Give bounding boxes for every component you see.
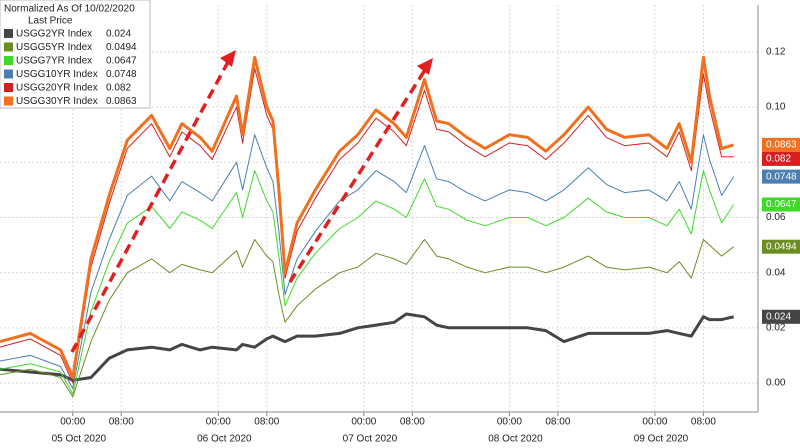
last-price-label: 0.0863 bbox=[766, 140, 797, 151]
legend-value: 0.0494 bbox=[106, 42, 137, 53]
trend-arrow bbox=[70, 61, 230, 353]
legend-label: USGG20YR Index bbox=[16, 83, 98, 94]
last-price-label: 0.0748 bbox=[766, 171, 797, 182]
x-tick-label: 08:00 bbox=[400, 417, 425, 428]
legend-swatch bbox=[4, 83, 13, 92]
trend-arrow bbox=[288, 69, 427, 283]
series-line bbox=[0, 55, 735, 379]
y-tick-label: 0.10 bbox=[766, 102, 786, 113]
legend-swatch bbox=[4, 96, 13, 106]
x-tick-label: 00:00 bbox=[642, 417, 667, 428]
legend-label: USGG7YR Index bbox=[16, 56, 92, 67]
legend-label: USGG10YR Index bbox=[16, 69, 98, 80]
x-tick-label: 00:00 bbox=[60, 417, 85, 428]
legend-value: 0.0863 bbox=[106, 96, 137, 107]
last-price-label: 0.082 bbox=[766, 154, 791, 165]
legend-box bbox=[0, 0, 151, 109]
x-tick-label: 00:00 bbox=[497, 417, 522, 428]
series-line bbox=[0, 312, 735, 382]
x-tick-label: 08:00 bbox=[254, 417, 279, 428]
legend-label: USGG2YR Index bbox=[16, 29, 92, 40]
y-tick-label: 0.06 bbox=[766, 212, 786, 223]
y-tick-label: 0.12 bbox=[766, 47, 786, 58]
y-tick-label: 0.00 bbox=[766, 378, 786, 389]
x-date-label: 05 Oct 2020 bbox=[52, 434, 107, 445]
last-price-tag bbox=[762, 137, 800, 152]
legend: Normalized As Of 10/02/2020 Last Price U… bbox=[0, 0, 151, 109]
legend-swatch bbox=[4, 42, 13, 52]
x-tick-label: 08:00 bbox=[109, 417, 134, 428]
annotations bbox=[70, 50, 433, 353]
x-tick-label: 00:00 bbox=[206, 417, 231, 428]
x-date-label: 08 Oct 2020 bbox=[488, 434, 543, 445]
last-price-tag bbox=[762, 239, 800, 254]
legend-value: 0.0748 bbox=[106, 69, 137, 80]
last-price-tag bbox=[762, 151, 800, 166]
lines bbox=[0, 55, 735, 398]
last-price-label: 0.0647 bbox=[766, 199, 797, 210]
last-price-tags: 0.0863 0.082 0.0748 0.0647 0.0494 0.024 bbox=[762, 137, 800, 324]
x-date-label: 09 Oct 2020 bbox=[634, 434, 689, 445]
legend-label: USGG30YR Index bbox=[16, 96, 98, 107]
legend-value: 0.0647 bbox=[106, 56, 137, 67]
x-tick-label: 08:00 bbox=[691, 417, 716, 428]
y-tick-label: 0.04 bbox=[766, 267, 786, 278]
legend-swatch bbox=[4, 56, 13, 65]
legend-value: 0.024 bbox=[106, 29, 131, 40]
series-line bbox=[0, 170, 735, 395]
x-date-label: 07 Oct 2020 bbox=[343, 434, 398, 445]
last-price-tag bbox=[762, 309, 800, 324]
arrow-head bbox=[220, 50, 236, 67]
last-price-tag bbox=[762, 169, 800, 184]
legend-title: Normalized As Of 10/02/2020 bbox=[4, 4, 135, 15]
axis: 0.000.020.040.060.080.100.1200:0008:0000… bbox=[0, 5, 786, 445]
arrow-head bbox=[417, 58, 433, 75]
x-date-label: 06 Oct 2020 bbox=[197, 434, 252, 445]
legend-swatch bbox=[4, 69, 13, 79]
x-tick-label: 08:00 bbox=[545, 417, 570, 428]
x-tick-label: 00:00 bbox=[351, 417, 376, 428]
legend-label: USGG5YR Index bbox=[16, 42, 92, 53]
legend-value: 0.082 bbox=[106, 83, 131, 94]
legend-subtitle: Last Price bbox=[28, 16, 73, 27]
legend-swatch bbox=[4, 29, 13, 38]
last-price-label: 0.024 bbox=[766, 311, 791, 322]
series-line bbox=[0, 239, 735, 398]
series-line bbox=[0, 68, 734, 384]
last-price-label: 0.0494 bbox=[766, 241, 797, 252]
series-line bbox=[0, 134, 735, 389]
last-price-tag bbox=[762, 197, 800, 212]
y-tick-label: 0.02 bbox=[766, 322, 786, 333]
